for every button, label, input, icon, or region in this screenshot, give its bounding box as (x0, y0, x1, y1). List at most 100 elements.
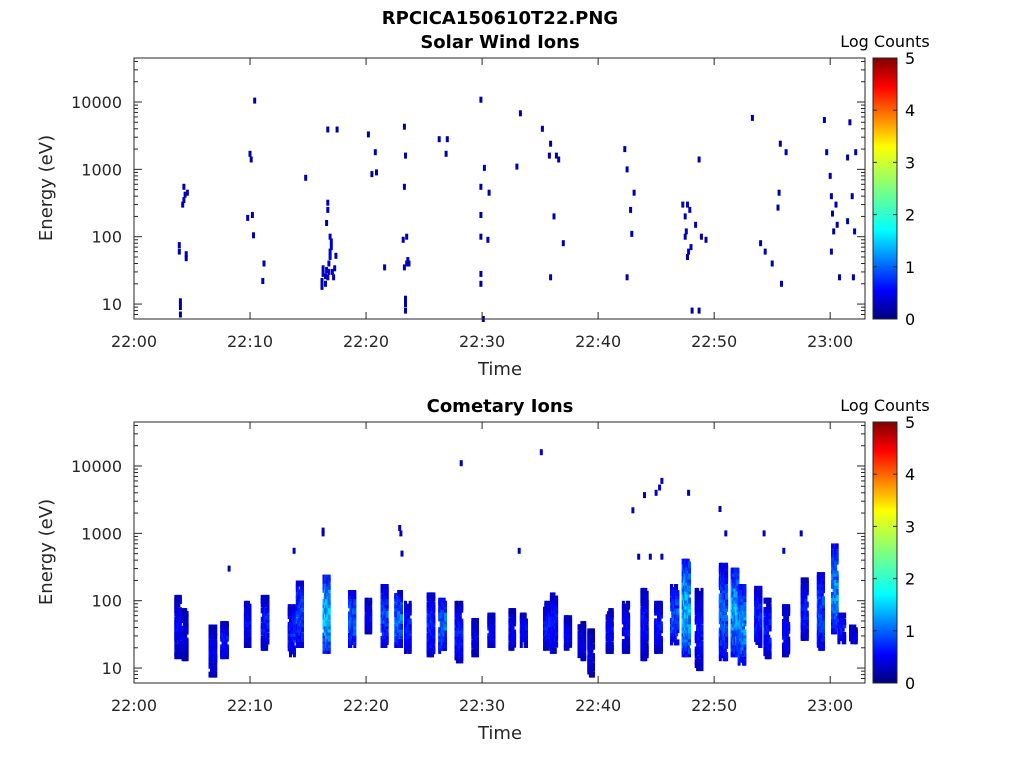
heatmap-cell (700, 628, 704, 634)
heatmap-cell (260, 626, 264, 633)
heatmap-cell (700, 655, 704, 662)
heatmap-cell (854, 627, 858, 634)
heatmap-cell (805, 580, 809, 587)
heatmap-cell (645, 603, 649, 610)
heatmap-cell (353, 590, 357, 596)
heatmap-cell (225, 621, 229, 628)
heatmap-cell (831, 543, 834, 550)
heatmap-cell (722, 636, 726, 643)
heatmap-cell (400, 593, 403, 600)
heatmap-cell (266, 619, 270, 626)
heatmap-cell (590, 634, 594, 641)
heatmap-cell (404, 639, 407, 645)
heatmap-cell (400, 629, 403, 636)
colorbar-tick-label: 0 (905, 674, 915, 693)
heatmap-cell (700, 594, 704, 600)
heatmap-cell (297, 592, 301, 599)
heatmap-cell (407, 633, 411, 640)
heatmap-cell (587, 665, 591, 672)
heatmap-cell (370, 171, 374, 178)
heatmap-cell (822, 596, 825, 603)
colorbar-tick-label: 3 (905, 517, 915, 536)
heatmap-cell (262, 604, 266, 611)
solar-wind-panel: Solar Wind Ions 22:00 22:10 22:20 22:30 22:4… (36, 32, 930, 380)
heatmap-cell (324, 273, 327, 280)
heatmap-cell (583, 645, 587, 652)
heatmap-cell (831, 210, 834, 217)
heatmap-cell (406, 257, 410, 264)
heatmap-cell (835, 573, 839, 580)
heatmap-cell (292, 547, 296, 554)
heatmap-cell (718, 655, 722, 662)
x-tick-label: 22:30 (459, 332, 505, 351)
heatmap-cell (834, 607, 838, 614)
heatmap-cell (805, 601, 809, 608)
heatmap-cell (182, 197, 186, 204)
heatmap-cell (608, 638, 612, 645)
heatmap-cell (831, 592, 834, 598)
heatmap-cell (700, 606, 704, 613)
heatmap-cell (587, 643, 591, 650)
heatmap-cell (266, 632, 270, 639)
heatmap-cell (178, 594, 182, 601)
heatmap-cell (592, 628, 595, 635)
heatmap-cell (508, 608, 512, 615)
heatmap-cell (640, 643, 644, 649)
heatmap-cell (768, 613, 772, 620)
heatmap-cell (327, 605, 331, 612)
heatmap-cell (660, 553, 664, 560)
heatmap-cell (625, 274, 629, 281)
heatmap-cell (292, 645, 296, 652)
heatmap-cell (245, 606, 249, 613)
heatmap-cell (508, 617, 512, 624)
heatmap-cell (320, 278, 324, 284)
heatmap-cell (547, 152, 551, 159)
heatmap-cell (659, 636, 663, 643)
heatmap-cell (178, 644, 182, 650)
heatmap-cell (670, 599, 673, 606)
heatmap-cell (587, 653, 591, 660)
heatmap-cell (834, 555, 838, 562)
heatmap-cell (517, 547, 521, 554)
heatmap-cell (696, 612, 700, 619)
heatmap-cell (725, 584, 729, 591)
heatmap-cell (325, 267, 329, 273)
heatmap-cell (301, 632, 304, 639)
heatmap-cell (175, 647, 179, 654)
heatmap-cell (400, 590, 403, 596)
heatmap-cell (831, 598, 834, 605)
heatmap-cell (623, 146, 627, 153)
heatmap-cell (832, 228, 836, 235)
heatmap-cell (553, 638, 557, 645)
heatmap-cell (385, 635, 389, 642)
heatmap-cell (301, 599, 304, 605)
heatmap-cell (513, 608, 517, 615)
heatmap-cell (182, 183, 186, 190)
heatmap-cell (583, 655, 587, 662)
heatmap-cell (175, 601, 179, 608)
heatmap-cell (178, 619, 182, 626)
heatmap-cell (178, 598, 182, 604)
heatmap-cell (549, 647, 553, 654)
heatmap-cell (583, 639, 587, 646)
heatmap-cell (329, 244, 333, 251)
heatmap-cell (366, 131, 370, 138)
heatmap-cell (672, 630, 676, 637)
heatmap-cell (743, 644, 747, 651)
heatmap-cell (301, 580, 304, 587)
heatmap-cell (577, 642, 581, 649)
heatmap-cell (583, 633, 587, 640)
heatmap-cell (178, 634, 182, 641)
heatmap-cell (569, 615, 573, 622)
heatmap-cell (590, 628, 594, 635)
heatmap-cell (835, 604, 839, 611)
heatmap-cell (804, 592, 808, 599)
heatmap-cell (301, 626, 304, 633)
heatmap-cell (327, 620, 331, 627)
heatmap-cell (369, 606, 373, 613)
heatmap-cell (400, 638, 403, 645)
heatmap-cell (401, 236, 405, 243)
heatmap-cell (700, 624, 704, 631)
heatmap-cell (835, 558, 839, 565)
heatmap-cell (353, 593, 357, 600)
